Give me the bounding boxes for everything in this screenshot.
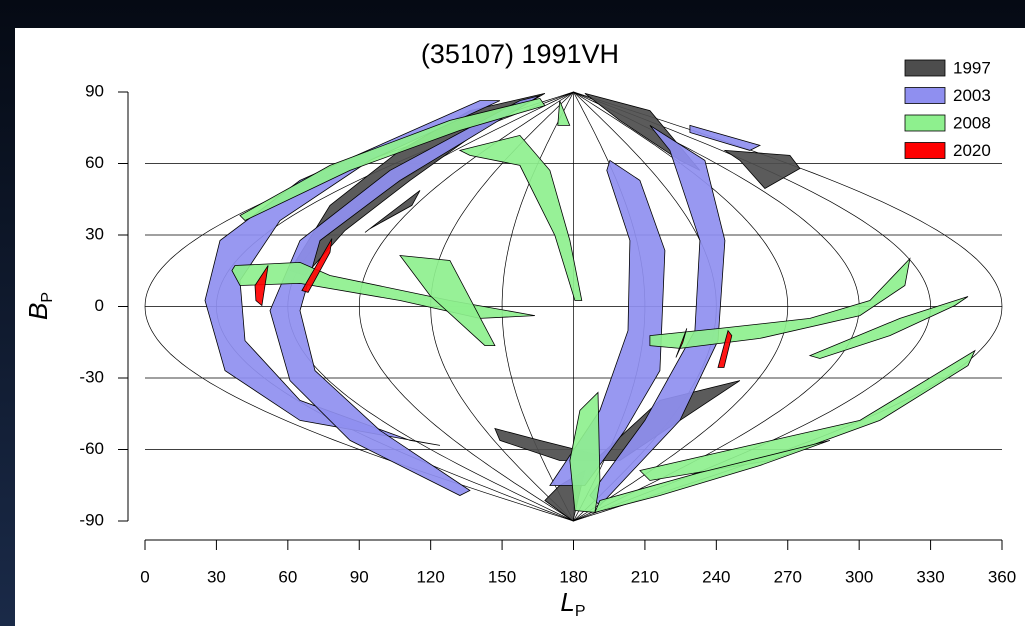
region: [254, 265, 269, 307]
legend-label: 2003: [953, 86, 991, 105]
x-tick-label: 270: [774, 567, 802, 586]
x-tick-label: 360: [988, 567, 1016, 586]
y-label-main: B: [23, 303, 53, 320]
region: [557, 100, 571, 126]
y-axis-label: BP: [23, 292, 56, 320]
region: [458, 134, 583, 301]
region: [689, 124, 761, 151]
legend-label: 1997: [953, 58, 991, 77]
x-tick-label: 240: [702, 567, 730, 586]
series-3: [254, 238, 733, 368]
legend-swatch: [904, 59, 946, 77]
region: [239, 97, 546, 221]
x-tick-label: 90: [350, 567, 369, 586]
region: [639, 349, 976, 481]
x-label-sub: P: [575, 603, 586, 620]
legend-swatch: [904, 87, 946, 104]
y-tick-label: -60: [79, 439, 104, 458]
legend: 1997 2003 2008 2020: [904, 58, 991, 160]
x-tick-label: 330: [916, 567, 944, 586]
region: [301, 238, 333, 293]
x-tick-label: 150: [488, 567, 516, 586]
y-tick-label: 90: [85, 81, 104, 100]
region: [723, 149, 801, 190]
x-axis-label: LP: [560, 587, 585, 620]
region: [808, 296, 969, 359]
region: [364, 190, 421, 233]
x-tick-label: 30: [207, 567, 226, 586]
y-tick-label: 30: [85, 224, 104, 243]
x-tick-label: 0: [140, 567, 149, 586]
y-tick-label: 0: [95, 296, 104, 315]
y-tick-label: -30: [79, 367, 104, 386]
legend-swatch: [904, 114, 946, 132]
legend-swatch: [904, 142, 946, 159]
x-tick-label: 60: [278, 567, 297, 586]
legend-label: 2020: [953, 141, 991, 160]
region: [649, 257, 911, 349]
x-tick-label: 300: [845, 567, 873, 586]
series-2: [231, 97, 976, 513]
region: [549, 159, 666, 486]
region: [399, 255, 496, 347]
chart-title: (35107) 1991VH: [421, 39, 619, 69]
x-tick-label: 210: [631, 567, 659, 586]
x-tick-label: 120: [416, 567, 444, 586]
region: [569, 391, 601, 513]
region: [717, 329, 733, 368]
y-tick-label: 60: [85, 153, 104, 172]
region: [675, 328, 688, 358]
legend-label: 2008: [953, 113, 991, 132]
x-label-main: L: [560, 587, 574, 617]
x-tick-label: 180: [559, 567, 587, 586]
meridian: [358, 91, 574, 522]
y-label-sub: P: [39, 292, 56, 303]
y-tick-label: -90: [79, 510, 104, 529]
plot-background: [15, 28, 1025, 626]
